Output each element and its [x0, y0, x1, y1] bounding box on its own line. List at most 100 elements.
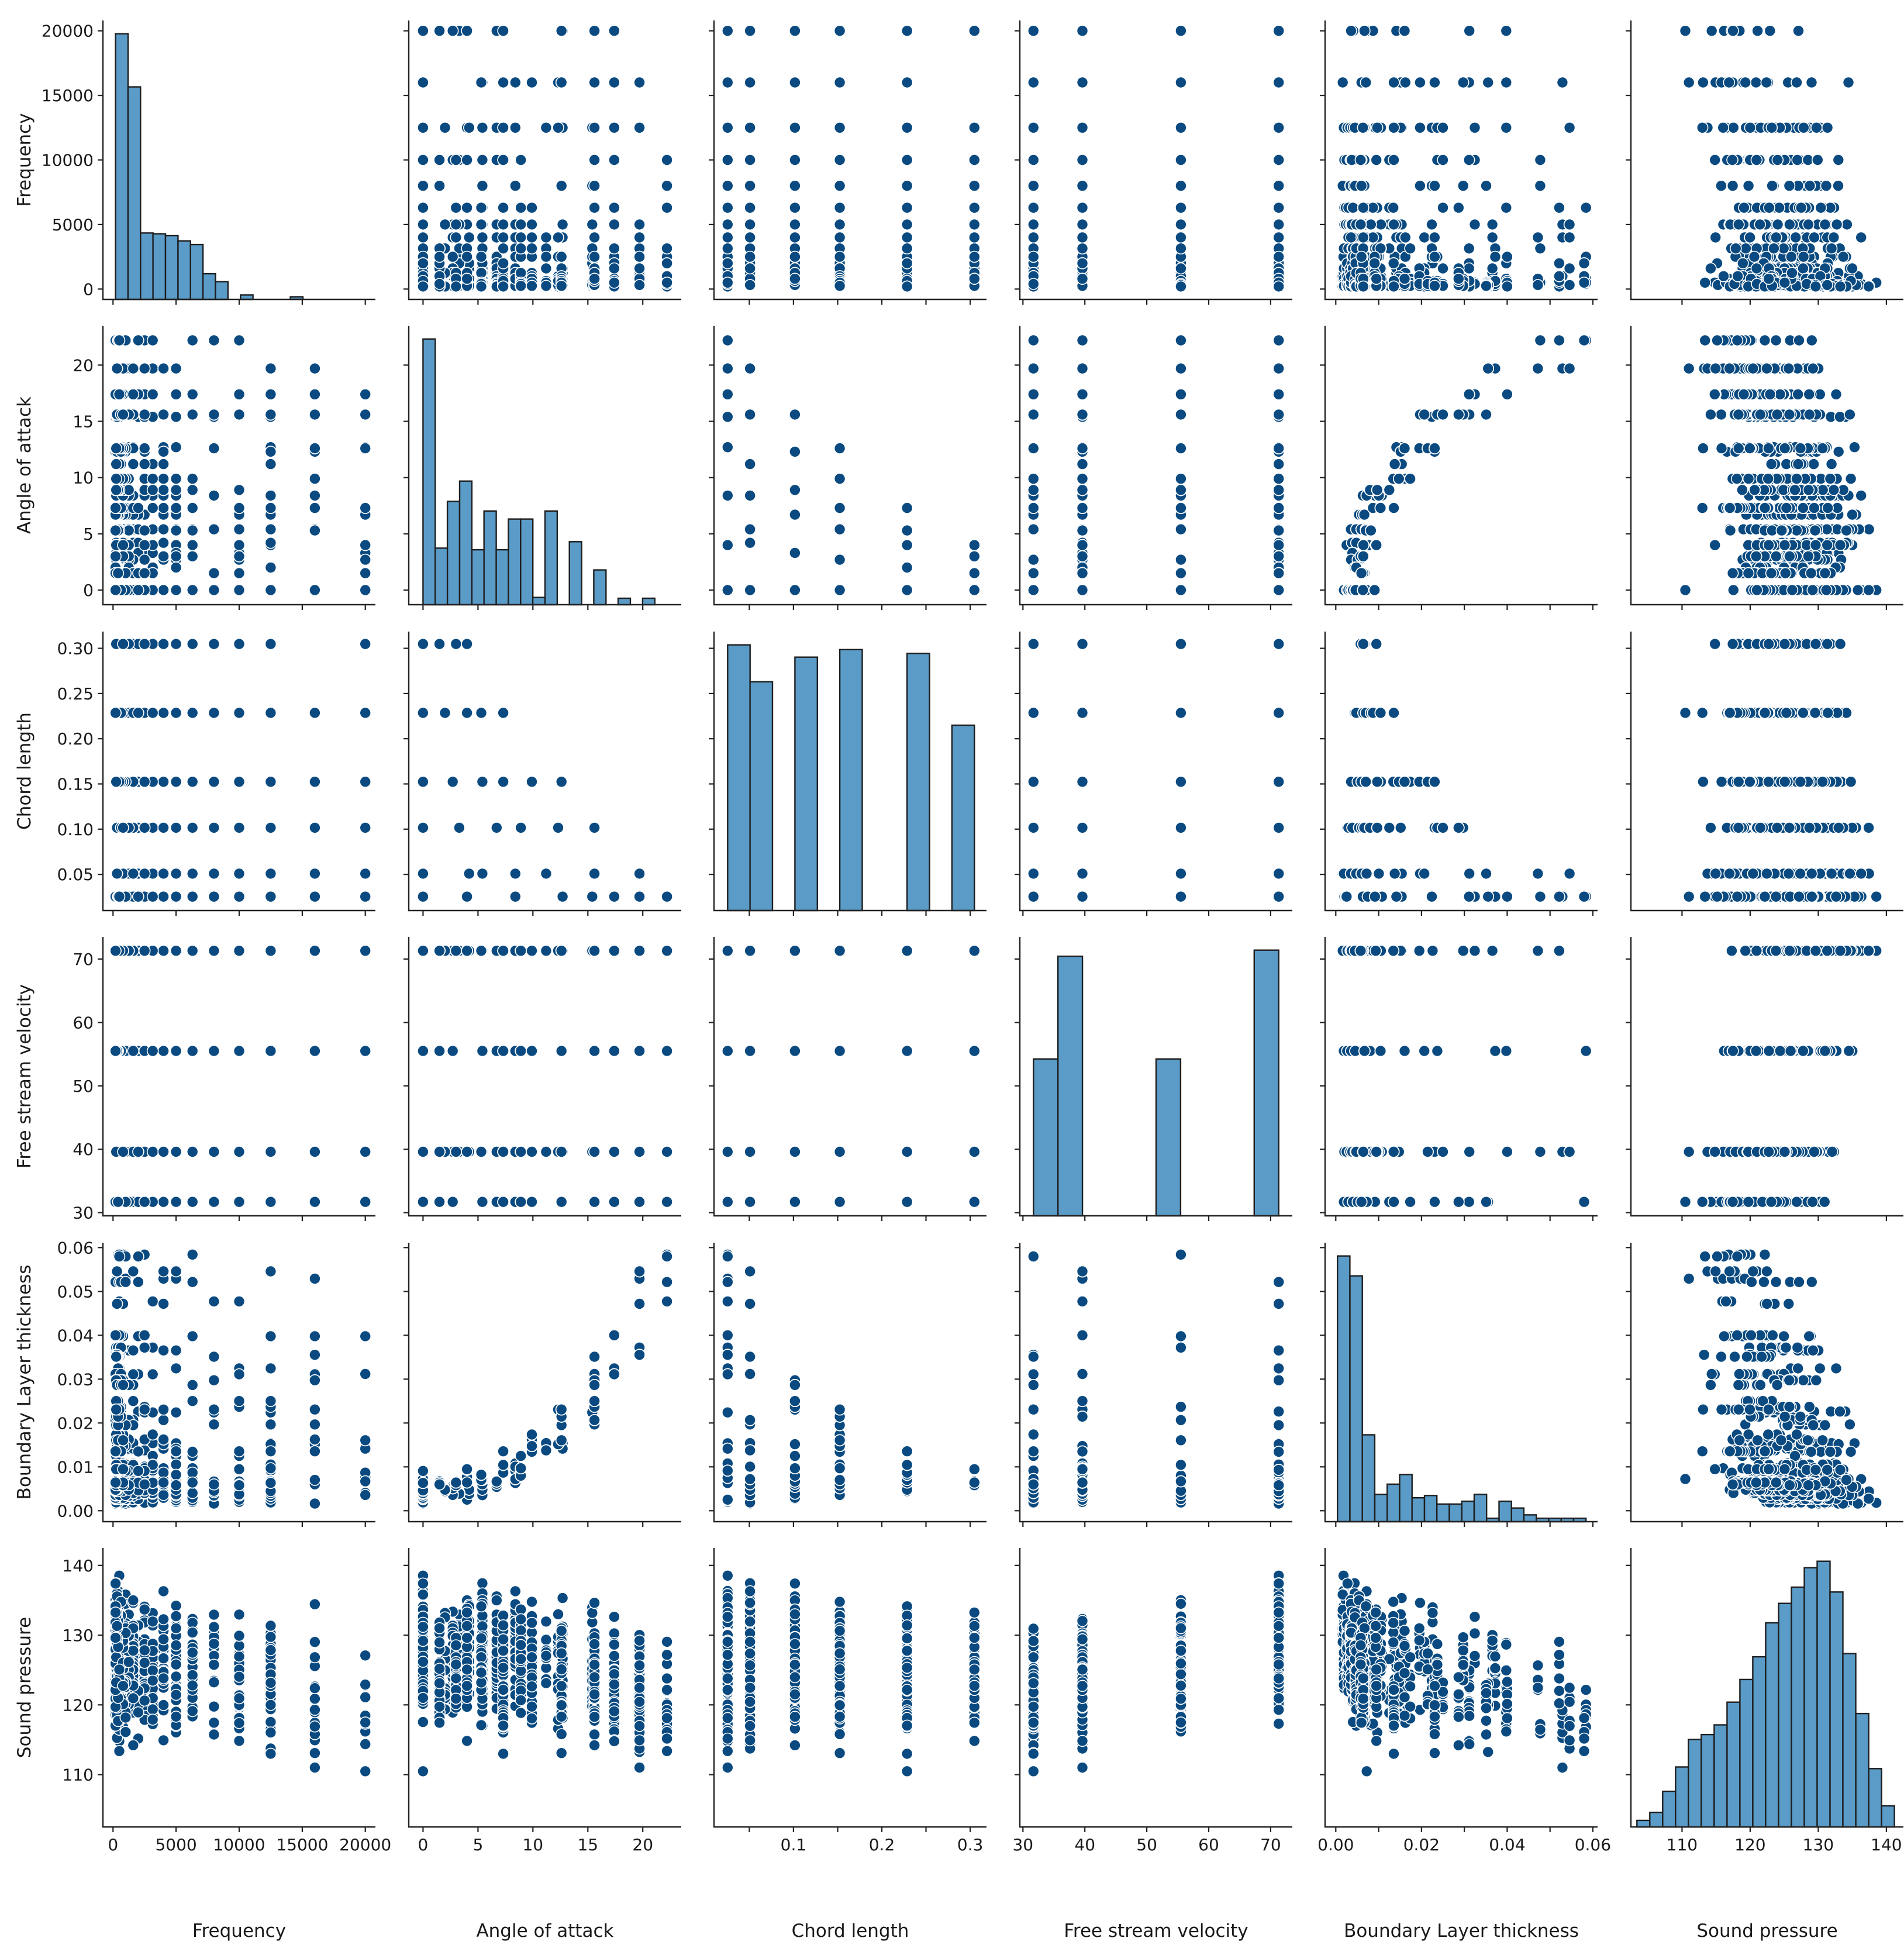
scatter-point-frequency-angle-of-attack-421	[515, 280, 527, 292]
scatter-point-frequency-boundary-layer-thickness-133	[1489, 250, 1502, 263]
scatter-point-frequency-free-stream-velocity-478	[1272, 180, 1285, 192]
scatter-point-angle-of-attack-frequency-786	[138, 567, 151, 580]
scatter-point-frequency-boundary-layer-thickness-598	[1399, 76, 1412, 89]
scatter-point-frequency-sound-pressure-805	[1763, 201, 1775, 214]
scatter-point-angle-of-attack-frequency-598	[309, 473, 321, 485]
scatter-point-angle-of-attack-frequency-517	[359, 553, 372, 566]
scatter-point-frequency-angle-of-attack-517	[446, 25, 459, 37]
scatter-point-frequency-chord-length-637	[833, 76, 846, 89]
scatter-point-angle-of-attack-frequency-166	[132, 334, 144, 347]
scatter-point-frequency-boundary-layer-thickness-99	[1500, 201, 1513, 214]
scatter-point-angle-of-attack-frequency-167	[113, 334, 126, 347]
scatter-point-frequency-chord-length-423	[789, 218, 801, 231]
scatter-point-frequency-free-stream-velocity-761	[1272, 250, 1285, 263]
scatter-point-frequency-sound-pressure-816	[1778, 276, 1791, 289]
scatter-point-frequency-free-stream-velocity-791	[1027, 278, 1040, 290]
hist-bar-frequency-6	[189, 243, 204, 301]
scatter-point-frequency-sound-pressure-792	[1726, 180, 1739, 192]
scatter-point-angle-of-attack-frequency-555	[233, 523, 246, 536]
scatter-point-frequency-angle-of-attack-133	[633, 250, 646, 263]
scatter-point-frequency-angle-of-attack-711	[497, 25, 509, 37]
scatter-point-frequency-sound-pressure-660	[1679, 25, 1692, 37]
scatter-point-frequency-sound-pressure-142	[1682, 76, 1695, 89]
hist-bar-frequency-1	[127, 86, 142, 301]
scatter-point-frequency-angle-of-attack-757	[417, 280, 429, 293]
scatter-point-angle-of-attack-frequency-108	[127, 388, 140, 401]
scatter-point-frequency-chord-length-822	[968, 154, 981, 166]
scatter-point-angle-of-attack-frequency-87	[170, 388, 182, 401]
scatter-point-angle-of-attack-frequency-737	[264, 502, 277, 514]
scatter-point-frequency-chord-length-458	[789, 122, 801, 134]
scatter-point-frequency-boundary-layer-thickness-637	[1429, 76, 1441, 89]
scatter-point-angle-of-attack-frequency-651	[208, 584, 220, 597]
scatter-point-frequency-sound-pressure-770	[1727, 25, 1739, 37]
scatter-point-frequency-sound-pressure-712	[1773, 201, 1785, 214]
scatter-point-angle-of-attack-frequency-267	[110, 458, 122, 470]
scatter-point-angle-of-attack-frequency-738	[109, 502, 122, 514]
panel-frequency-vs-angle-of-attack	[403, 20, 681, 305]
scatter-point-frequency-chord-length-445	[789, 76, 801, 89]
scatter-point-frequency-chord-length-585	[833, 218, 846, 231]
scatter-point-frequency-boundary-layer-thickness-95	[1500, 122, 1513, 134]
scatter-point-frequency-sound-pressure-746	[1765, 122, 1778, 134]
scatter-point-frequency-chord-length-555	[833, 154, 846, 166]
scatter-point-frequency-free-stream-velocity-803	[1272, 218, 1285, 231]
hist-bar-frequency-7	[202, 273, 216, 301]
scatter-point-angle-of-attack-frequency-420	[146, 484, 159, 496]
y-tick-label-frequency: 5000	[52, 215, 94, 235]
scatter-point-frequency-angle-of-attack-555	[476, 154, 489, 166]
scatter-point-frequency-angle-of-attack-55	[556, 218, 569, 231]
scatter-point-frequency-chord-length-738	[901, 280, 913, 293]
scatter-point-frequency-angle-of-attack-639	[555, 250, 568, 263]
scatter-point-angle-of-attack-frequency-639	[138, 442, 151, 454]
scatter-point-frequency-angle-of-attack-726	[497, 257, 509, 270]
panel-frequency-vs-free-stream-velocity	[1015, 20, 1292, 305]
scatter-point-frequency-chord-length-305	[744, 279, 756, 291]
scatter-point-frequency-free-stream-velocity-651	[1175, 180, 1187, 192]
scatter-point-frequency-angle-of-attack-803	[450, 218, 463, 231]
scatter-point-frequency-angle-of-attack-690	[461, 250, 473, 263]
scatter-point-frequency-boundary-layer-thickness-608	[1404, 242, 1416, 255]
scatter-point-angle-of-attack-frequency-36	[208, 489, 220, 502]
scatter-point-frequency-angle-of-attack-196	[463, 122, 475, 134]
scatter-point-frequency-free-stream-velocity-554	[1076, 76, 1089, 89]
scatter-point-frequency-chord-length-154	[722, 201, 734, 214]
scatter-point-frequency-chord-length-708	[901, 231, 913, 244]
scatter-point-frequency-angle-of-attack-435	[552, 231, 564, 244]
scatter-point-angle-of-attack-frequency-109	[146, 388, 159, 401]
scatter-point-angle-of-attack-frequency-675	[170, 561, 182, 574]
scatter-point-frequency-angle-of-attack-698	[475, 76, 488, 89]
scatter-point-frequency-sound-pressure-238	[1750, 76, 1762, 89]
scatter-point-frequency-angle-of-attack-732	[497, 76, 509, 89]
scatter-point-frequency-angle-of-attack-471	[588, 273, 601, 285]
scatter-point-frequency-boundary-layer-thickness-517	[1345, 25, 1357, 37]
scatter-point-frequency-angle-of-attack-668	[439, 122, 451, 134]
scatter-point-frequency-angle-of-attack-479	[417, 218, 429, 231]
scatter-point-angle-of-attack-frequency-690	[138, 539, 151, 551]
scatter-point-frequency-boundary-layer-thickness-731	[1388, 218, 1400, 231]
scatter-point-angle-of-attack-frequency-249	[309, 489, 321, 502]
scatter-point-frequency-angle-of-attack-162	[661, 242, 673, 255]
scatter-point-frequency-angle-of-attack-799	[450, 154, 463, 166]
scatter-point-frequency-sound-pressure-675	[1754, 218, 1766, 231]
scatter-point-frequency-sound-pressure-697	[1795, 201, 1808, 214]
scatter-point-frequency-sound-pressure-732	[1723, 76, 1736, 89]
scatter-point-frequency-boundary-layer-thickness-792	[1355, 180, 1368, 192]
scatter-point-frequency-sound-pressure-591	[1744, 231, 1756, 244]
scatter-point-frequency-boundary-layer-thickness-174	[1336, 76, 1349, 89]
scatter-point-frequency-sound-pressure-249	[1842, 76, 1855, 89]
scatter-point-frequency-boundary-layer-thickness-268	[1414, 76, 1426, 89]
scatter-point-angle-of-attack-frequency-285	[359, 408, 372, 421]
scatter-point-frequency-sound-pressure-539	[1783, 180, 1796, 192]
scatter-point-frequency-free-stream-velocity-807	[1076, 231, 1089, 244]
scatter-point-frequency-angle-of-attack-738	[497, 280, 509, 293]
scatter-point-angle-of-attack-frequency-261	[157, 458, 170, 470]
scatter-point-frequency-chord-length-162	[722, 242, 734, 255]
scatter-point-frequency-chord-length-218	[744, 201, 756, 214]
scatter-point-frequency-angle-of-attack-487	[417, 154, 429, 166]
scatter-point-frequency-chord-length-302	[744, 122, 756, 134]
scatter-point-angle-of-attack-frequency-458	[264, 408, 277, 421]
scatter-point-frequency-boundary-layer-thickness-572	[1371, 122, 1384, 134]
scatter-point-frequency-sound-pressure-803	[1784, 218, 1796, 231]
scatter-point-angle-of-attack-frequency-160	[233, 334, 246, 347]
